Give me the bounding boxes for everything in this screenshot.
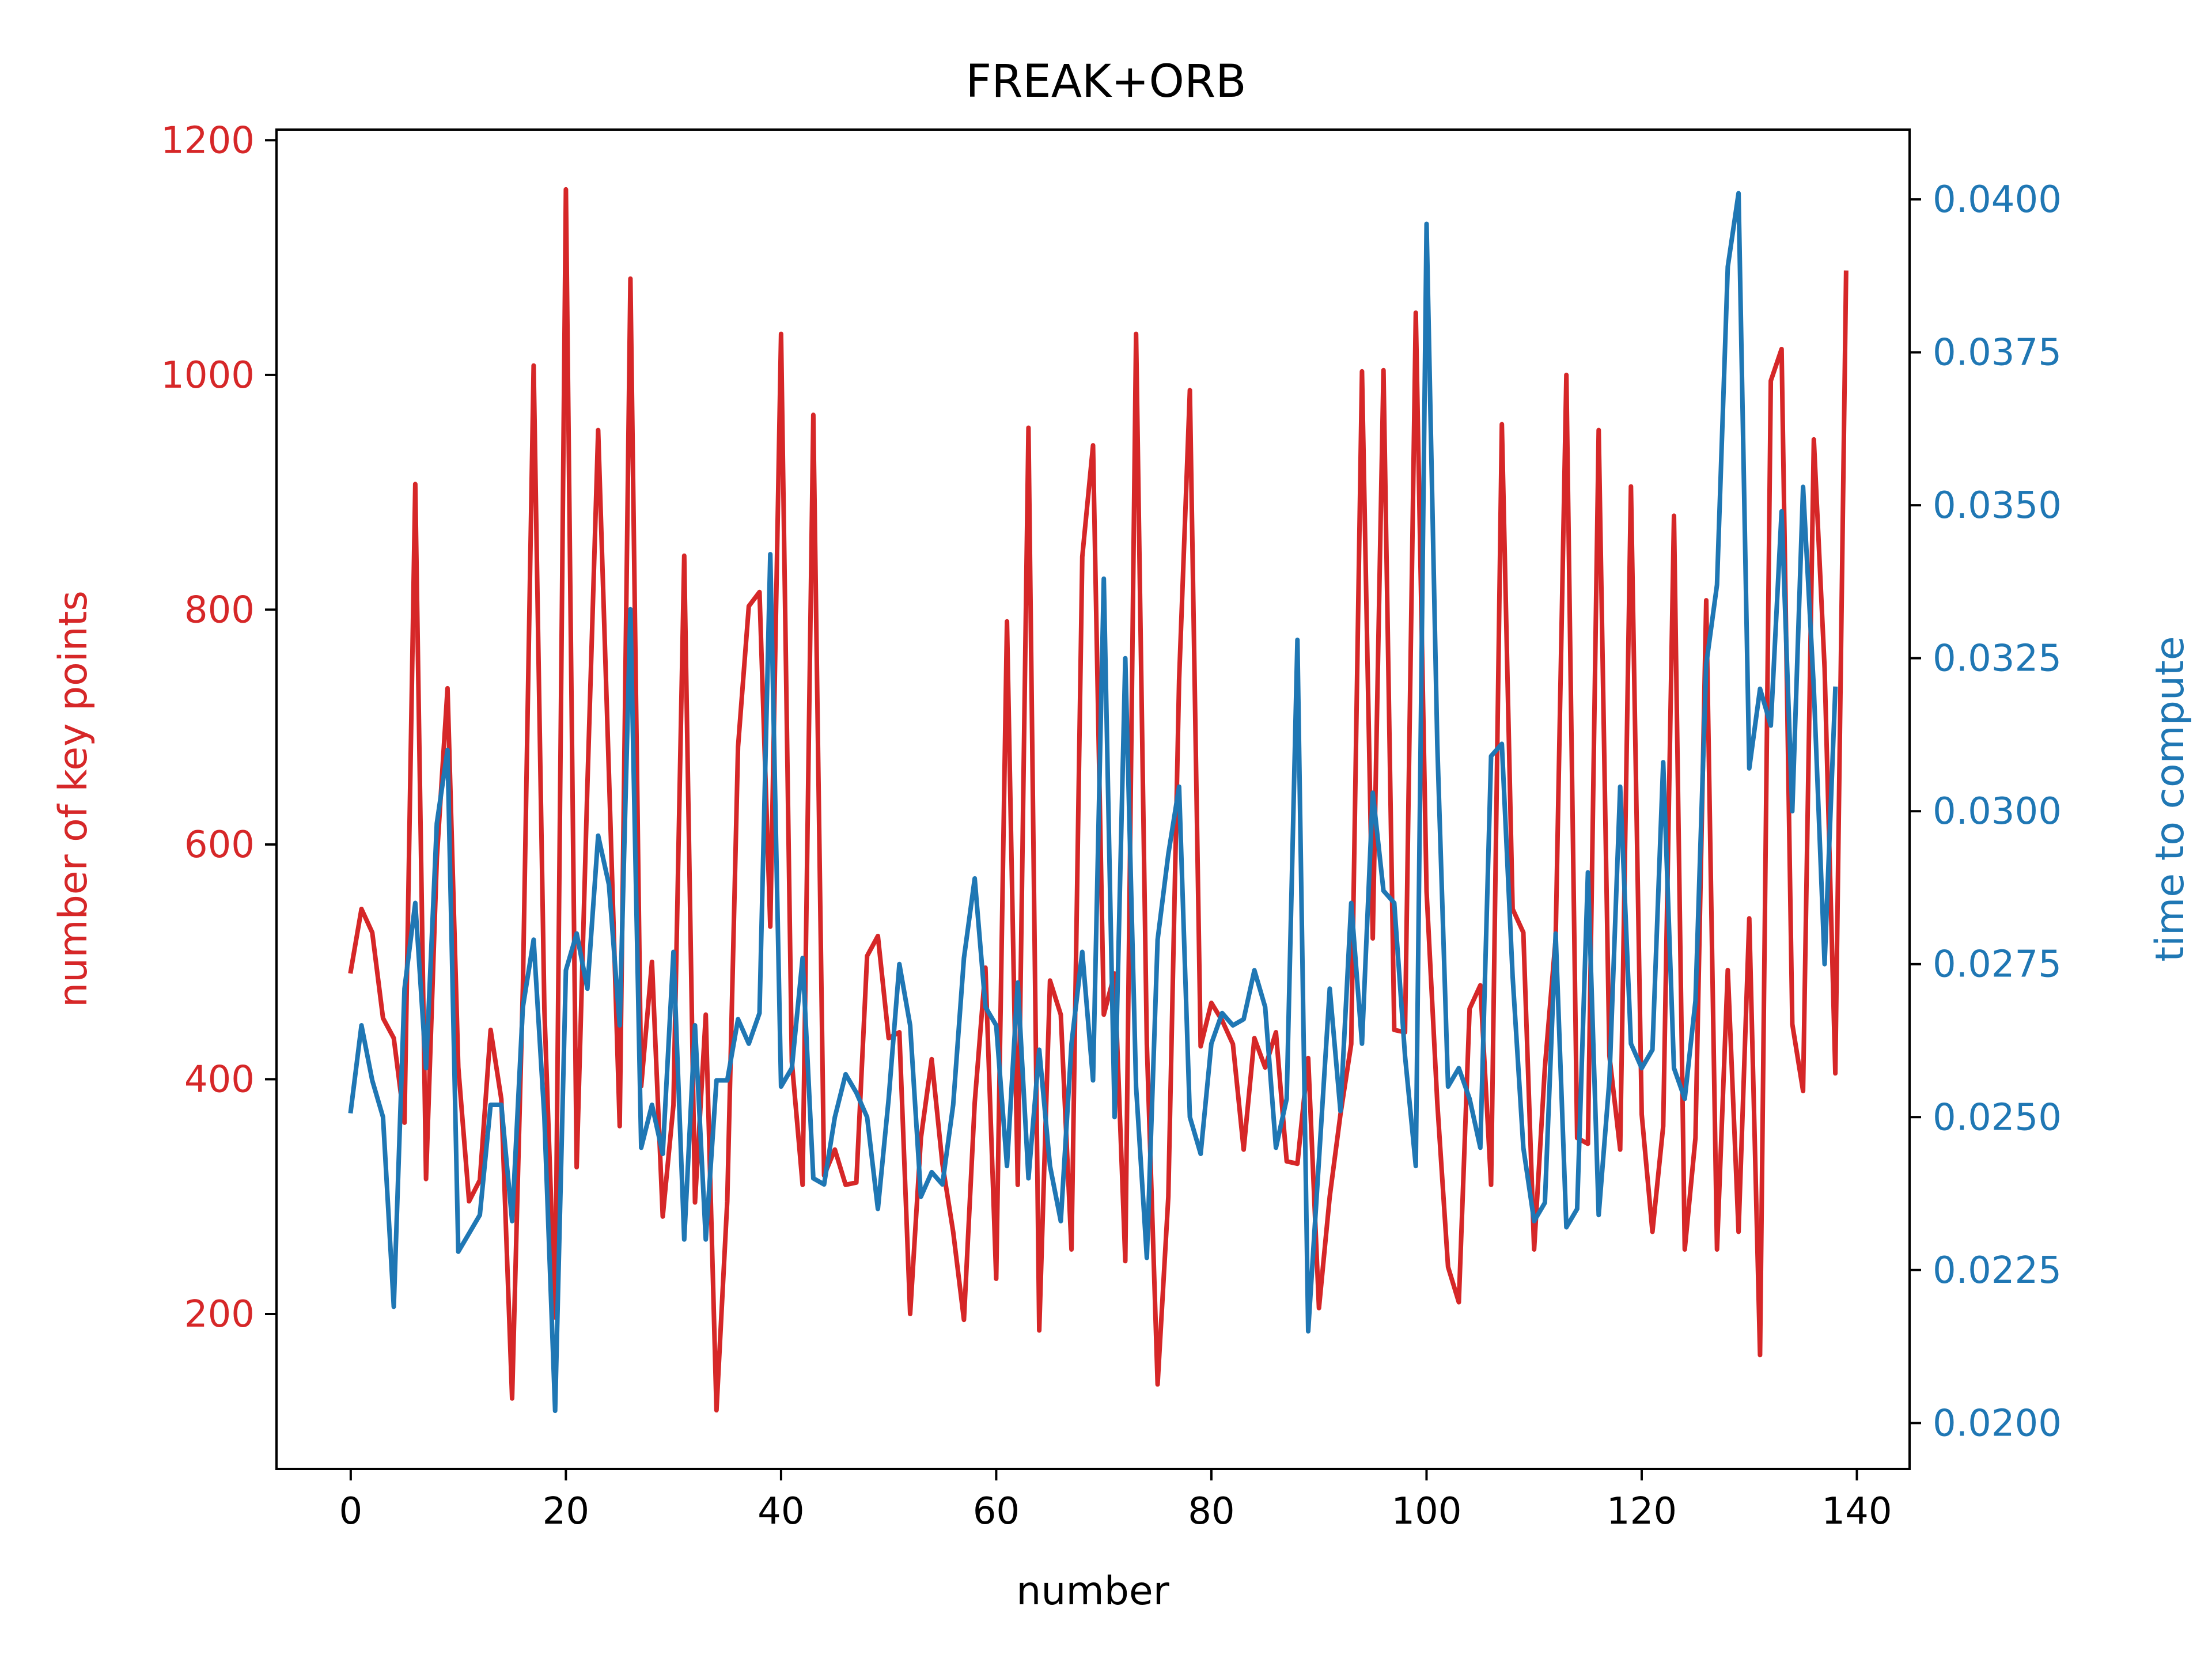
x-axis: 0 20 40 60 80 100 120 140 [339,1469,1892,1533]
left-y-tick-label: 600 [184,824,255,866]
left-y-tick-label: 400 [184,1058,255,1101]
right-y-axis: 0.0200 0.0225 0.0250 0.0275 0.0300 0.0325 0.03… [1910,179,2062,1445]
right-y-tick-label: 0.0200 [1933,1402,2062,1445]
left-y-tick-label: 1200 [161,119,255,162]
right-y-tick-label: 0.0275 [1933,944,2062,986]
x-tick-label: 120 [1607,1490,1677,1533]
right-y-tick-label: 0.0375 [1933,332,2062,374]
left-y-tick-label: 800 [184,589,255,631]
left-y-axis-label: number of key points [51,590,96,1007]
x-tick-label: 140 [1821,1490,1892,1533]
chart-title: FREAK+ORB [965,56,1246,108]
compute-time-series-line [348,191,1838,1414]
x-tick-label: 60 [973,1490,1020,1533]
series-layer [348,187,1849,1414]
right-y-tick-label: 0.0300 [1933,790,2062,833]
right-y-tick-label: 0.0250 [1933,1096,2062,1139]
left-y-tick-label: 200 [184,1293,255,1336]
right-y-axis-label: time to compute [2147,636,2193,961]
right-y-tick-label: 0.0225 [1933,1249,2062,1292]
right-y-tick-label: 0.0350 [1933,484,2062,527]
left-y-tick-label: 1000 [161,354,255,397]
left-y-axis: 200 400 600 800 1000 1200 [161,119,276,1336]
right-y-tick-label: 0.0325 [1933,638,2062,680]
x-axis-label: number [1016,1569,1169,1614]
right-y-tick-label: 0.0400 [1933,179,2062,221]
x-tick-label: 20 [543,1490,589,1533]
plot-frame [275,128,1911,1470]
x-tick-label: 80 [1188,1490,1234,1533]
x-tick-label: 100 [1391,1490,1461,1533]
x-tick-label: 40 [757,1490,804,1533]
x-tick-label: 0 [339,1490,363,1533]
